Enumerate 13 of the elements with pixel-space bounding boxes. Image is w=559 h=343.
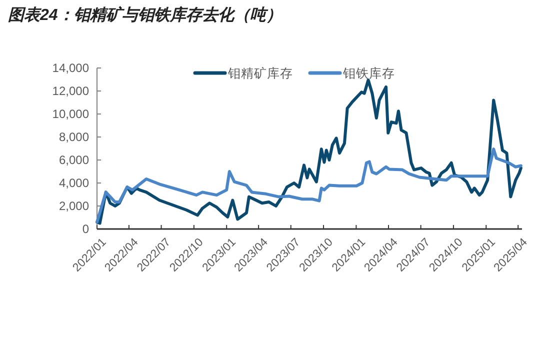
line-series [96,148,522,224]
line-series [96,78,522,225]
y-tick-label: 2,000 [58,199,90,214]
y-tick-label: 12,000 [52,84,90,98]
chart-title: 图表24：钼精矿与钼铁库存去化（吨） [8,6,282,24]
y-tick-label: 14,000 [52,61,90,76]
legend-label: 钼铁库存 [342,66,395,80]
y-tick-label: 8,000 [58,130,90,144]
y-tick-label: 4,000 [58,176,90,190]
legend-label: 钼精矿库存 [227,66,293,80]
y-tick-label: 10,000 [52,107,90,122]
y-tick-label: 0 [82,222,90,236]
y-tick-label: 6,000 [58,153,90,168]
